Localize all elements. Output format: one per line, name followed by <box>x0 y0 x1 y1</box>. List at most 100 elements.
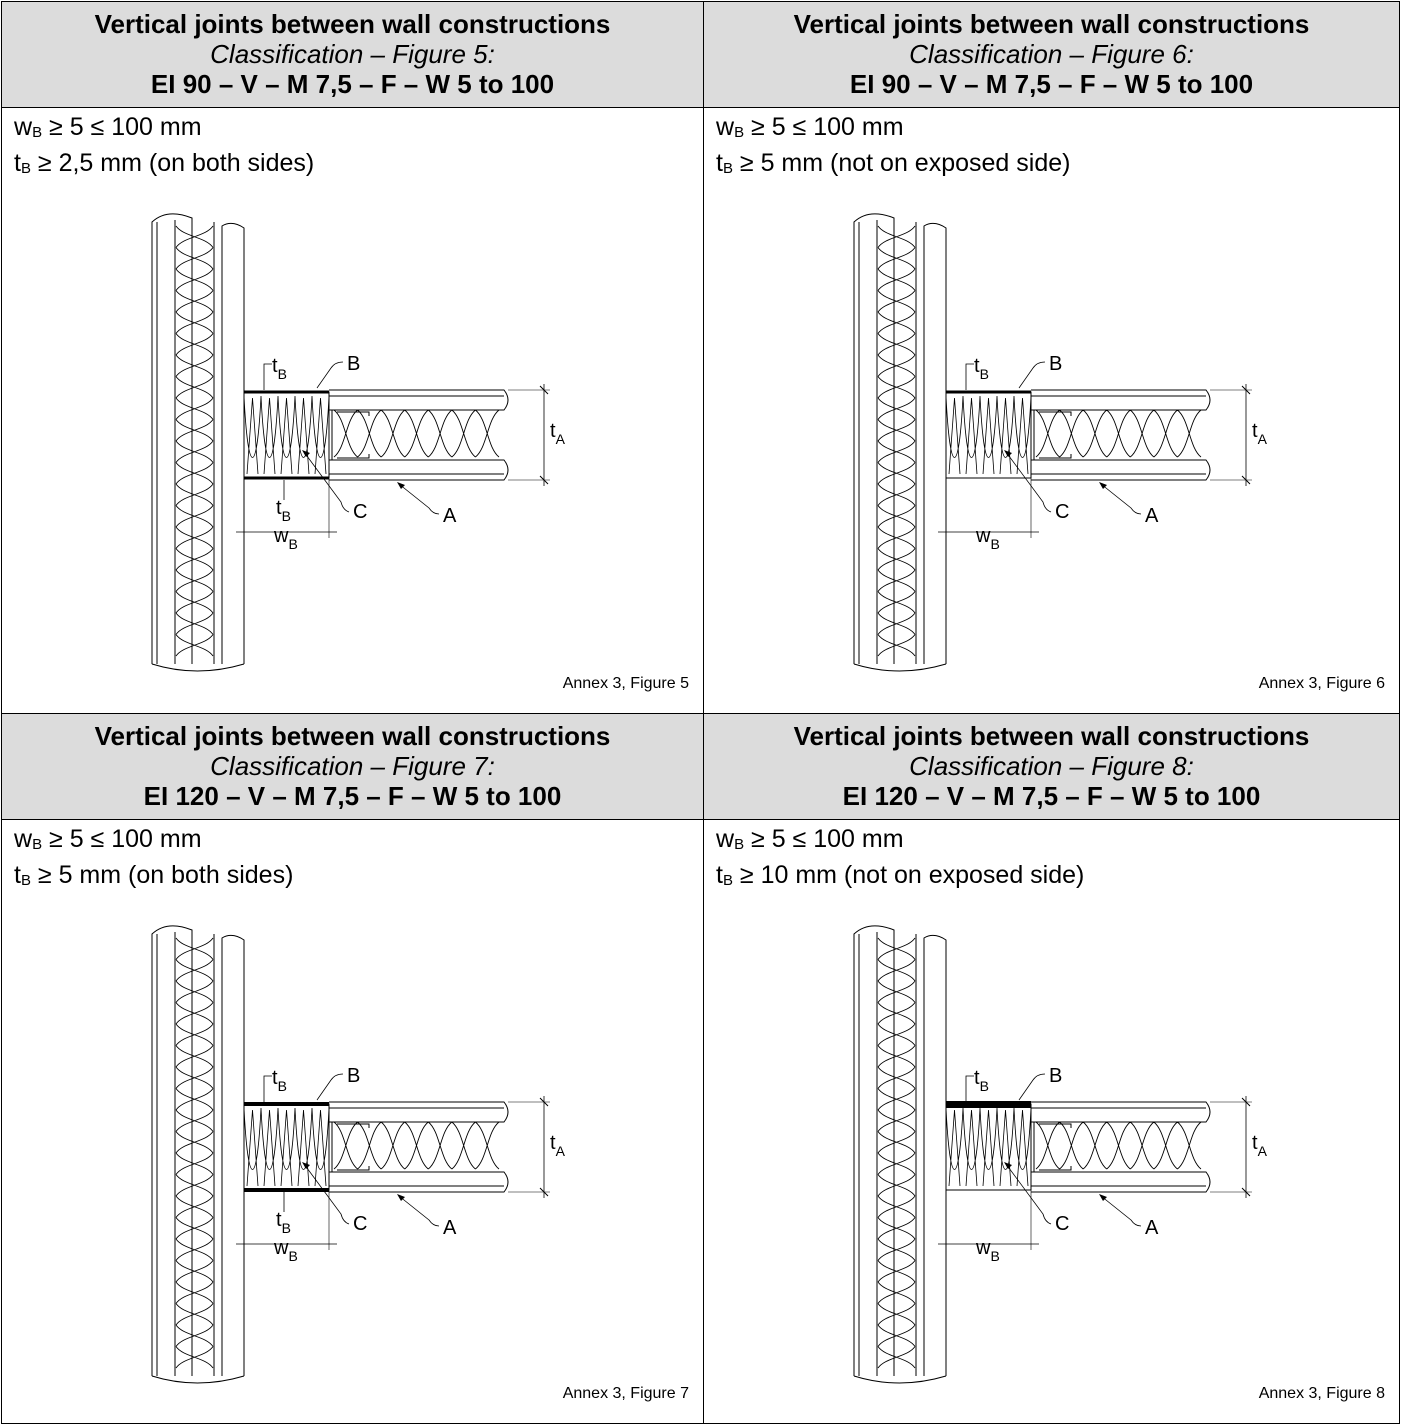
arrow-A <box>1099 1194 1107 1201</box>
figure-caption: Annex 3, Figure 5 <box>562 675 689 692</box>
leader-tB-top <box>263 1075 272 1102</box>
wall-board-outer <box>923 222 947 664</box>
label-C: C <box>353 1213 367 1235</box>
adjoining-wall-board <box>329 389 509 411</box>
panel-subtitle: Classification – Figure 8: <box>909 751 1194 781</box>
wall-board-outer <box>151 925 193 1376</box>
panel-header: Vertical joints between wall constructio… <box>704 2 1399 108</box>
panel-subtitle: Classification – Figure 6: <box>909 39 1194 69</box>
arrow-C <box>302 1162 310 1169</box>
joint-insulation-box <box>243 391 330 479</box>
label-tB-bottom: tB <box>276 1209 291 1236</box>
panel-header: Vertical joints between wall constructio… <box>2 714 703 820</box>
leader-A <box>1100 483 1142 515</box>
leader-B <box>1018 1073 1046 1101</box>
dimension-tick <box>539 385 549 485</box>
panel-header: Vertical joints between wall constructio… <box>2 2 703 108</box>
joint-insulation-box <box>945 1103 1032 1191</box>
wall-board-outer <box>853 213 895 664</box>
adjoining-wall-board <box>1031 1101 1211 1123</box>
thickness-requirement: tB ≥ 5 mm (on both sides) <box>14 861 294 889</box>
label-tB-top: tB <box>974 1067 989 1094</box>
dimension-tick <box>1241 385 1251 485</box>
dimension-tick <box>539 1097 549 1197</box>
adjoining-wall-board <box>1031 459 1211 481</box>
dimension-requirements: wB ≥ 5 ≤ 100 mm tB ≥ 10 mm (not on expos… <box>716 824 1084 896</box>
dimension-requirements: wB ≥ 5 ≤ 100 mm tB ≥ 5 mm (on both sides… <box>14 824 293 896</box>
label-tB-top: tB <box>272 355 287 382</box>
wall-insulation <box>877 937 916 1369</box>
thickness-requirement: tB ≥ 2,5 mm (on both sides) <box>14 149 315 177</box>
panel-classification: EI 120 – V – M 7,5 – F – W 5 to 100 <box>143 781 562 811</box>
adjoining-wall-insulation <box>1035 409 1202 458</box>
wall-board-outer <box>221 222 245 664</box>
label-A: A <box>443 1217 457 1239</box>
label-A: A <box>1145 505 1159 527</box>
label-C: C <box>353 501 367 523</box>
label-tA: tA <box>550 1132 566 1159</box>
wall-board-outer <box>923 934 947 1376</box>
leader-C <box>1005 451 1052 513</box>
width-requirement: wB ≥ 5 ≤ 100 mm <box>716 113 904 141</box>
panel-title: Vertical joints between wall constructio… <box>793 9 1310 39</box>
panel-classification: EI 90 – V – M 7,5 – F – W 5 to 100 <box>150 69 555 99</box>
leader-tB-top <box>965 363 974 390</box>
width-requirement: wB ≥ 5 ≤ 100 mm <box>14 825 202 853</box>
leader-B <box>1018 361 1046 389</box>
wall-insulation <box>175 225 214 657</box>
dimension-requirements: wB ≥ 5 ≤ 100 mm tB ≥ 2,5 mm (on both sid… <box>14 112 314 184</box>
label-A: A <box>1145 1217 1159 1239</box>
wall-board-outer <box>151 213 193 664</box>
panel-header: Vertical joints between wall constructio… <box>704 714 1399 820</box>
arrow-C <box>1004 1162 1012 1169</box>
stud-profile <box>1039 411 1072 459</box>
stud-profile <box>337 411 370 459</box>
panel-title: Vertical joints between wall constructio… <box>793 721 1310 751</box>
leader-tB-top <box>965 1075 974 1102</box>
arrow-A <box>1099 482 1107 489</box>
classification-panel-1: Vertical joints between wall constructio… <box>1 1 704 714</box>
panel-classification: EI 90 – V – M 7,5 – F – W 5 to 100 <box>849 69 1254 99</box>
leader-tB-top <box>263 363 272 390</box>
classification-panel-3: Vertical joints between wall constructio… <box>1 713 704 1424</box>
joint-insulation <box>945 1107 1032 1187</box>
adjoining-wall-insulation <box>1035 1121 1202 1170</box>
label-tA: tA <box>550 420 566 447</box>
stud-profile <box>1039 1123 1072 1171</box>
wall-break-line <box>853 1375 947 1384</box>
thickness-requirement: tB ≥ 5 mm (not on exposed side) <box>716 149 1071 177</box>
width-requirement: wB ≥ 5 ≤ 100 mm <box>716 825 904 853</box>
width-requirement: wB ≥ 5 ≤ 100 mm <box>14 113 202 141</box>
sealant-band-top <box>946 1101 1031 1108</box>
label-wB: wB <box>273 1237 298 1264</box>
label-wB: wB <box>975 525 1000 552</box>
joint-section-drawing: tA wB tB B C A <box>853 213 1268 672</box>
leader-C <box>1005 1163 1052 1225</box>
joint-insulation <box>243 1107 330 1187</box>
adjoining-wall-board <box>329 1101 509 1123</box>
label-B: B <box>347 1065 360 1087</box>
adjoining-wall-board <box>329 459 509 481</box>
figure-caption: Annex 3, Figure 8 <box>1258 1385 1385 1402</box>
arrow-A <box>397 1194 405 1201</box>
label-tA: tA <box>1252 1132 1268 1159</box>
label-B: B <box>347 353 360 375</box>
joint-insulation <box>945 395 1032 475</box>
adjoining-wall-board <box>329 1171 509 1193</box>
wall-break-line <box>151 663 245 672</box>
leader-A <box>398 1195 440 1227</box>
arrow-C <box>302 450 310 457</box>
panel-title: Vertical joints between wall constructio… <box>94 721 611 751</box>
arrow-A <box>397 482 405 489</box>
adjoining-wall-insulation <box>333 1121 500 1170</box>
wall-board-outer <box>853 925 895 1376</box>
joint-insulation <box>243 395 330 475</box>
label-B: B <box>1049 1065 1062 1087</box>
leader-B <box>316 361 344 389</box>
wall-break-line <box>151 1375 245 1384</box>
label-wB: wB <box>975 1237 1000 1264</box>
stud-profile <box>337 1123 370 1171</box>
leader-C <box>303 451 350 513</box>
